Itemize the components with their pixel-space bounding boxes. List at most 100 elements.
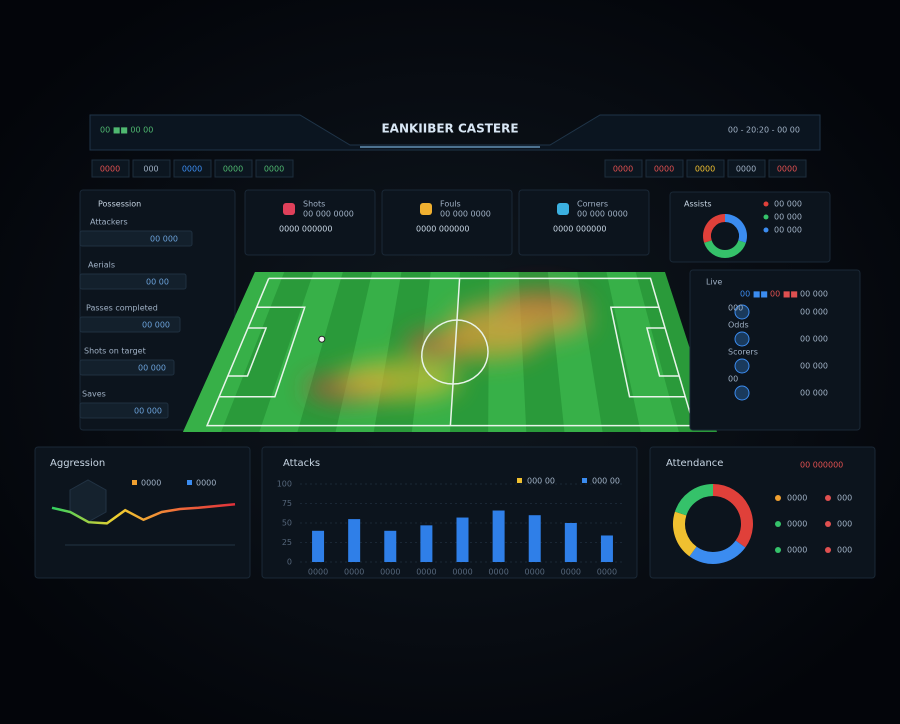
tab[interactable] — [173, 159, 212, 178]
tab-label: 0000 — [654, 165, 674, 174]
donut-segment — [724, 214, 747, 243]
list-icon — [734, 304, 750, 320]
panel-title: Assists — [684, 200, 712, 209]
item-label: Odds — [728, 321, 749, 330]
heatmap — [305, 289, 590, 402]
tab-label: 0000 — [695, 165, 715, 174]
tab[interactable] — [255, 159, 294, 178]
x-tick-label: 0000 — [416, 568, 436, 577]
tab[interactable] — [686, 159, 725, 178]
bar — [348, 519, 361, 562]
pitch-stripe — [606, 272, 679, 432]
item-label: Scorers — [728, 348, 758, 357]
x-tick-label: 0000 — [452, 568, 472, 577]
panel-title: Aggression — [50, 458, 105, 469]
legend-dot — [825, 495, 831, 501]
row-label: Shots on target — [84, 347, 146, 356]
tab-label: 0000 — [736, 165, 756, 174]
row-label: Saves — [82, 390, 106, 399]
row-value: 00 00 — [146, 278, 169, 287]
legend-label: 00 000 — [774, 200, 802, 209]
legend-dot — [763, 227, 769, 233]
top-stat: 00 000 — [800, 290, 828, 299]
legend-label: 0000 — [787, 546, 807, 555]
x-tick-label: 0000 — [561, 568, 581, 577]
tab[interactable] — [604, 159, 643, 178]
pitch-line — [227, 327, 268, 377]
donut-segment — [704, 240, 746, 258]
item-value: 00 000 — [800, 308, 828, 317]
tab-label: 0000 — [182, 165, 202, 174]
header-value: 00 000000 — [800, 461, 843, 470]
tab[interactable] — [91, 159, 130, 178]
row-box — [79, 402, 169, 419]
legend-dot — [763, 201, 769, 207]
legend-dot — [763, 214, 769, 220]
card-sub: 00 000 0000 — [303, 210, 354, 219]
pitch-line — [449, 278, 461, 426]
legend-value: 000 — [837, 546, 852, 555]
x-tick-label: 0000 — [488, 568, 508, 577]
bar — [312, 530, 325, 562]
card-label: Shots — [303, 200, 325, 209]
pitch-line — [219, 306, 306, 398]
row-box — [79, 273, 187, 290]
panel — [518, 189, 650, 256]
bar — [528, 515, 541, 562]
tab[interactable] — [214, 159, 253, 178]
legend-label: 00 000 — [774, 226, 802, 235]
tab[interactable] — [645, 159, 684, 178]
donut-segment — [712, 484, 753, 548]
legend-value: 000 — [837, 494, 852, 503]
row-label: Aerials — [88, 261, 115, 270]
panel-title: Possession — [98, 200, 141, 209]
panel-title: Live — [706, 278, 722, 287]
tab-label: 000 — [143, 165, 158, 174]
tab[interactable] — [132, 159, 171, 178]
bar — [600, 535, 613, 562]
y-tick-label: 50 — [282, 519, 292, 528]
item-label: 00 — [728, 375, 738, 384]
row-value: 00 000 — [138, 364, 166, 373]
legend-swatch — [187, 480, 192, 485]
tab-label: 0000 — [264, 165, 284, 174]
legend-swatch — [132, 480, 137, 485]
pitch-line — [645, 327, 680, 377]
panel — [689, 269, 861, 431]
x-tick-label: 0000 — [380, 568, 400, 577]
item-value: 00 000 — [800, 335, 828, 344]
legend-dot — [775, 495, 781, 501]
card-value: 0000 000000 — [416, 225, 469, 234]
item-label: 000 — [728, 304, 743, 313]
donut-segment — [673, 511, 697, 557]
panel — [649, 446, 876, 579]
list-icon — [734, 385, 750, 401]
legend-dot — [825, 547, 831, 553]
legend-label: 0000 — [787, 494, 807, 503]
panel-title: Attendance — [666, 458, 723, 469]
x-tick-label: 0000 — [525, 568, 545, 577]
card-label: Corners — [577, 200, 608, 209]
top-stat: 00 ■■ — [740, 290, 768, 299]
item-value: 00 000 — [800, 362, 828, 371]
legend-label: 00 000 — [774, 213, 802, 222]
tab[interactable] — [768, 159, 807, 178]
pitch-line — [421, 319, 489, 385]
tab[interactable] — [727, 159, 766, 178]
y-tick-label: 75 — [282, 499, 292, 508]
heat-spot — [450, 300, 590, 340]
header-bar — [89, 114, 821, 151]
x-tick-label: 0000 — [308, 568, 328, 577]
bar — [384, 530, 397, 562]
legend-dot — [825, 521, 831, 527]
card-label: Fouls — [440, 200, 461, 209]
row-box — [79, 316, 181, 333]
legend-swatch — [582, 478, 587, 483]
legend-label: 000 00 — [527, 477, 555, 486]
status: 00 ■■ 00 00 — [100, 126, 153, 135]
tab-label: 0000 — [613, 165, 633, 174]
x-tick-label: 0000 — [344, 568, 364, 577]
top-stat: 00 ■■ — [770, 290, 798, 299]
